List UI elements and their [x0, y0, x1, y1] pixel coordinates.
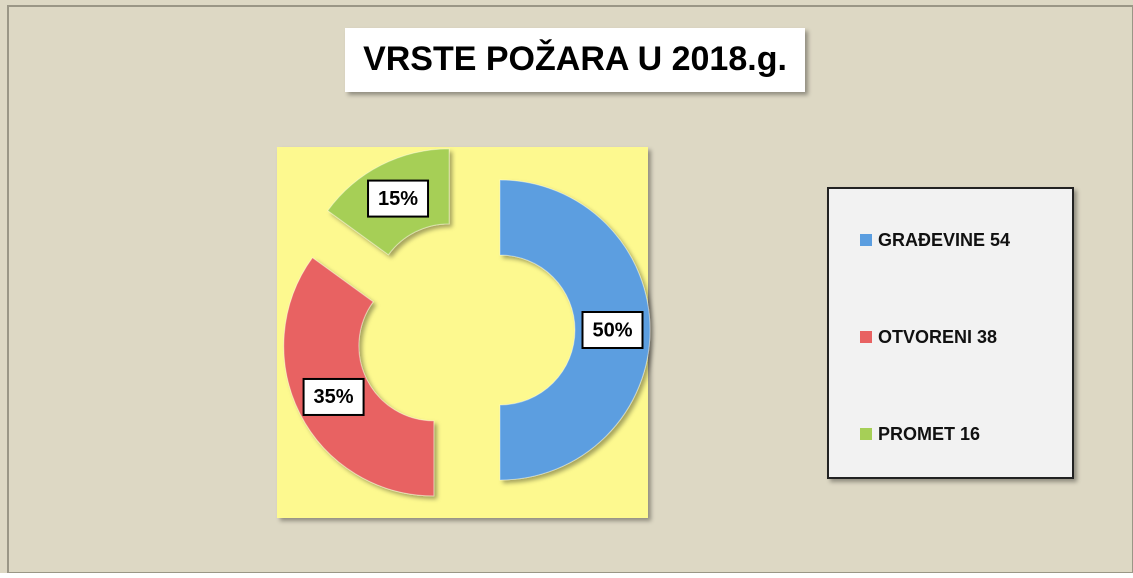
donut-segment [283, 257, 435, 497]
data-label: 35% [314, 386, 354, 408]
label-box [581, 311, 644, 349]
title-box [345, 28, 805, 92]
label-box [302, 377, 365, 416]
legend-label: OTVORENI 38 [878, 327, 997, 347]
legend-swatch [860, 428, 872, 440]
label-box [367, 179, 430, 218]
legend-label: GRAĐEVINE 54 [878, 230, 1010, 250]
donut-segment [499, 179, 651, 481]
data-label: 15% [378, 188, 418, 210]
legend-swatch [860, 234, 872, 246]
legend-label: PROMET 16 [878, 424, 980, 444]
chart-title: VRSTE POŽARA U 2018.g. [363, 40, 787, 78]
data-label: 50% [592, 319, 632, 341]
legend-swatch [860, 331, 872, 343]
